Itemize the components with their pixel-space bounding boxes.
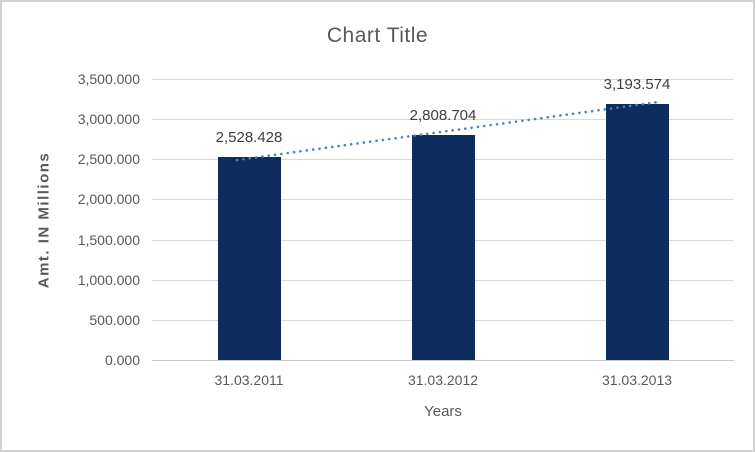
x-axis-title: Years — [424, 403, 462, 420]
y-tick-label: 2,500.000 — [77, 151, 140, 168]
y-tick-label: 3,500.000 — [77, 71, 140, 87]
bar-31.03.2011 — [217, 157, 281, 360]
y-tick-label: 1,000.000 — [77, 271, 140, 288]
x-tick-label: 31.03.2012 — [407, 372, 479, 388]
bar-value-label: 3,193.574 — [603, 75, 671, 93]
bar-31.03.2012 — [411, 134, 475, 360]
bar-31.03.2013 — [605, 103, 669, 360]
x-tick-label: 31.03.2011 — [214, 372, 284, 388]
y-tick-label: 2,000.000 — [77, 191, 140, 208]
y-tick-label: 3,000.000 — [77, 111, 140, 128]
bar-value-label: 2,528.428 — [215, 129, 283, 146]
x-axis-line — [152, 360, 734, 361]
y-tick-label: 0.000 — [104, 352, 140, 368]
y-tick-label: 1,500.000 — [77, 231, 140, 248]
y-tick-label: 500.000 — [89, 311, 140, 328]
bar-value-label: 2,808.704 — [409, 106, 477, 124]
gridline — [152, 79, 734, 80]
x-tick-label: 31.03.2013 — [601, 372, 673, 388]
chart-title: Chart Title — [326, 24, 429, 47]
y-axis-title: Amt. IN Millions — [35, 151, 53, 289]
